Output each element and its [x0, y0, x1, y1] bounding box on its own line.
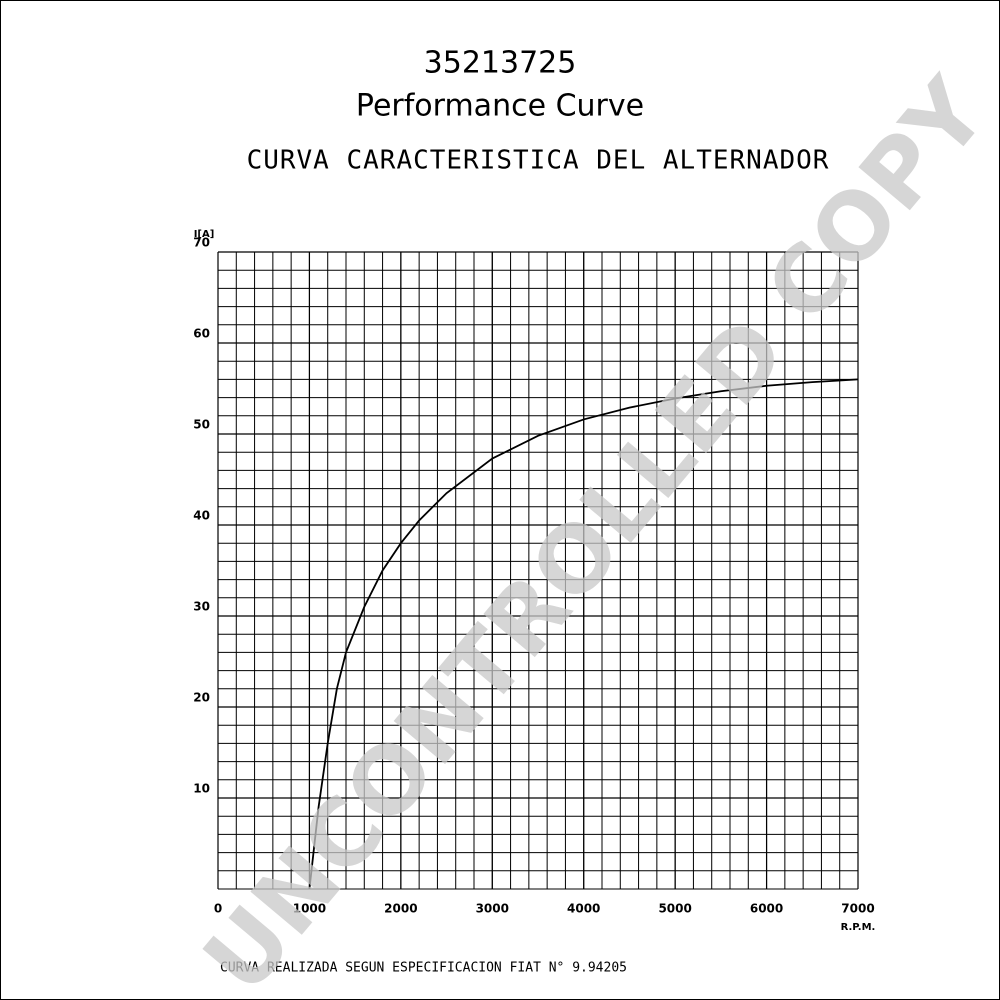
y-tick-label: 20 [193, 691, 210, 705]
footnote: CURVA REALIZADA SEGUN ESPECIFICACION FIA… [220, 961, 627, 976]
chart-title: 35213725 [424, 46, 577, 81]
y-tick-label: 50 [193, 418, 210, 432]
x-tick-label: 1000 [293, 902, 326, 916]
x-tick-label: 0 [214, 902, 222, 916]
x-tick-label: 3000 [476, 902, 509, 916]
watermark: UNCONTROLLED COPY [183, 58, 1000, 1000]
x-tick-label: 6000 [750, 902, 783, 916]
y-axis-label: I[A] [194, 229, 215, 240]
y-tick-label: 40 [193, 509, 210, 523]
y-tick-label: 10 [193, 782, 210, 796]
heading: CURVA CARACTERISTICA DEL ALTERNADOR [247, 146, 830, 176]
plot: 10 20 30 40 50 60 70 0 1000 2000 3000 4000 5000 6000 7… [193, 236, 874, 916]
x-tick-label: 7000 [841, 902, 874, 916]
x-tick-label: 4000 [567, 902, 600, 916]
chart-subtitle: Performance Curve [356, 89, 644, 124]
x-tick-label: 2000 [384, 902, 417, 916]
y-tick-label: 70 [193, 236, 210, 250]
y-tick-label: 30 [193, 600, 210, 614]
y-tick-label: 60 [193, 327, 210, 341]
x-axis-label: R.P.M. [841, 922, 876, 933]
curve [308, 378, 859, 890]
x-tick-label: 5000 [658, 902, 691, 916]
